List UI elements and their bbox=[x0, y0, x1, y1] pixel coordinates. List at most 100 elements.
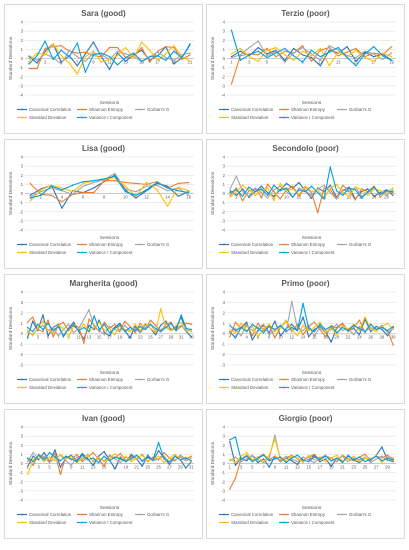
data-point bbox=[392, 190, 394, 193]
data-point bbox=[157, 441, 160, 444]
data-point bbox=[108, 58, 111, 61]
data-point bbox=[251, 459, 254, 461]
x-tick-label: 23 bbox=[145, 465, 150, 470]
data-point bbox=[373, 53, 375, 55]
data-point bbox=[260, 188, 263, 190]
y-tick-label: 4 bbox=[223, 20, 226, 25]
data-point bbox=[140, 41, 143, 43]
data-point bbox=[26, 330, 29, 333]
data-point bbox=[298, 181, 300, 184]
legend-label: Variance I Component bbox=[291, 250, 335, 255]
chart-title: Primo (poor) bbox=[282, 279, 330, 288]
data-point bbox=[67, 336, 70, 338]
x-tick-label: 24 bbox=[372, 195, 377, 200]
data-point bbox=[124, 328, 126, 331]
data-point bbox=[240, 326, 242, 329]
y-tick-label: -1 bbox=[19, 342, 23, 347]
data-point bbox=[61, 207, 63, 209]
series-line bbox=[229, 438, 394, 464]
data-point bbox=[62, 327, 65, 330]
data-point bbox=[124, 190, 127, 193]
data-point bbox=[156, 181, 158, 184]
data-point bbox=[185, 322, 188, 324]
data-point bbox=[29, 197, 31, 199]
data-point bbox=[144, 322, 147, 324]
data-point bbox=[346, 45, 348, 48]
data-point bbox=[190, 330, 193, 333]
legend-marker bbox=[139, 378, 141, 381]
legend-label: Gorban's G bbox=[349, 512, 372, 517]
legend-label: Shannon Entropy bbox=[291, 377, 326, 382]
data-point bbox=[386, 454, 389, 456]
data-point bbox=[284, 59, 286, 62]
data-point bbox=[174, 459, 176, 461]
data-point bbox=[317, 189, 319, 191]
chart-title: Terzio (poor) bbox=[281, 9, 330, 18]
data-point bbox=[76, 73, 79, 75]
data-point bbox=[154, 324, 157, 327]
data-point bbox=[279, 456, 282, 458]
data-point bbox=[132, 56, 135, 59]
chart-panel: Giorgio (poor) -4 -3 -2 -1 0 1 2 3 4 1 3 5 7 9 11 13 15 17… bbox=[206, 409, 405, 539]
data-point bbox=[260, 185, 263, 187]
data-point bbox=[234, 477, 237, 479]
data-point bbox=[59, 466, 62, 468]
data-point bbox=[92, 180, 95, 182]
data-point bbox=[317, 191, 319, 194]
data-point bbox=[319, 328, 321, 331]
data-point bbox=[83, 326, 85, 329]
y-tick-label: 2 bbox=[21, 173, 24, 178]
data-point bbox=[47, 335, 49, 337]
y-tick-label: 4 bbox=[21, 425, 24, 430]
data-point bbox=[124, 330, 126, 333]
data-point bbox=[47, 319, 49, 321]
x-axis-label: Sessions bbox=[302, 100, 322, 106]
data-point bbox=[307, 336, 310, 338]
series-line bbox=[229, 436, 394, 464]
data-point bbox=[43, 460, 45, 463]
data-point bbox=[52, 43, 54, 45]
chart-title: Lisa (good) bbox=[82, 144, 125, 153]
x-tick-label: 16 bbox=[186, 195, 191, 200]
x-tick-label: 7 bbox=[57, 335, 60, 340]
data-point bbox=[392, 187, 394, 189]
data-point bbox=[364, 453, 366, 456]
x-tick-label: 19 bbox=[117, 335, 122, 340]
data-point bbox=[134, 327, 136, 330]
data-point bbox=[292, 185, 294, 187]
data-point bbox=[119, 330, 121, 333]
data-point bbox=[93, 326, 95, 329]
data-point bbox=[241, 184, 244, 186]
data-point bbox=[285, 182, 288, 185]
data-point bbox=[103, 465, 105, 467]
data-point bbox=[190, 328, 193, 331]
y-axis-label: Standard Deviations bbox=[210, 36, 216, 80]
chart-panel: Ivan (good)-4-3-2-1012341357911131517192… bbox=[4, 409, 203, 539]
line-chart: Sara (good)-4-3-2-1012341357911131517192… bbox=[8, 9, 194, 120]
legend-marker bbox=[283, 108, 285, 111]
data-point bbox=[260, 196, 263, 198]
data-point bbox=[323, 187, 325, 189]
data-point bbox=[279, 458, 282, 460]
data-point bbox=[146, 454, 149, 456]
data-point bbox=[57, 335, 59, 337]
legend-label: Gorban's G bbox=[147, 377, 170, 382]
legend-marker bbox=[283, 116, 285, 119]
y-tick-label: -3 bbox=[19, 363, 23, 368]
data-point bbox=[156, 184, 158, 186]
data-point bbox=[241, 195, 244, 197]
data-point bbox=[336, 334, 338, 336]
data-point bbox=[65, 458, 67, 460]
data-point bbox=[144, 326, 147, 329]
legend-marker bbox=[81, 251, 83, 254]
data-point bbox=[330, 325, 332, 328]
legend-label: Variance I Component bbox=[89, 250, 133, 255]
data-point bbox=[92, 181, 95, 184]
data-point bbox=[179, 456, 182, 458]
data-point bbox=[279, 190, 281, 192]
data-point bbox=[130, 460, 133, 463]
data-point bbox=[165, 320, 167, 322]
x-tick-label: 25 bbox=[363, 465, 368, 470]
data-point bbox=[165, 56, 167, 59]
data-point bbox=[274, 458, 276, 460]
